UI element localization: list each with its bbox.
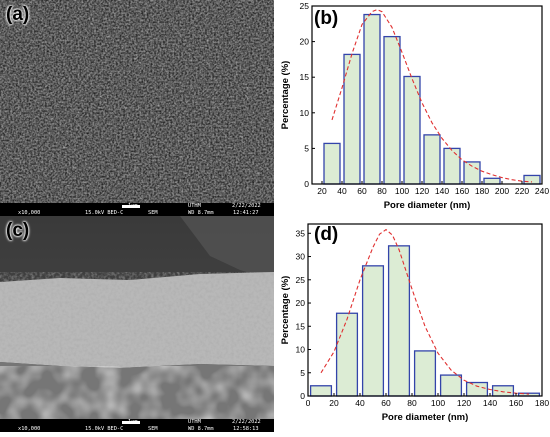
- histogram-bar: [443, 147, 461, 185]
- x-tick-label: 60: [357, 186, 367, 196]
- y-axis-label: Percentage (%): [280, 61, 291, 130]
- x-tick-label: 160: [455, 186, 469, 196]
- plot-frame: [311, 5, 543, 185]
- scale-bar: [122, 420, 140, 424]
- x-tick-label: 80: [407, 398, 417, 408]
- x-tick-label: 160: [509, 398, 523, 408]
- x-tick-label: 20: [329, 398, 339, 408]
- y-tick-label: 20: [296, 298, 306, 308]
- working-distance-label: WD 8.7mm: [188, 425, 214, 432]
- histogram-bar: [439, 374, 463, 397]
- working-distance-label: WD 8.7mm: [188, 209, 214, 216]
- sem-info-bar-a: 1μm UTHM 2/22/2022 x10,000 15.0kV BED-C …: [0, 203, 274, 216]
- x-tick-label: 100: [395, 186, 409, 196]
- x-tick-label: 20: [317, 186, 327, 196]
- y-tick-label: 5: [300, 368, 305, 378]
- panel-b: 20 40 60 80 100 120 140 160 180 200 220 240 0 5 10 15 20…: [276, 0, 550, 214]
- x-tick-label: 180: [475, 186, 489, 196]
- x-axis-label: Pore diameter (nm): [382, 412, 469, 423]
- x-tick-label: 80: [377, 186, 387, 196]
- x-tick-label: 0: [306, 398, 311, 408]
- y-tick-label: 15: [300, 72, 310, 82]
- histogram-bar: [523, 174, 541, 185]
- x-tick-label: 200: [495, 186, 509, 196]
- x-tick-label: 60: [381, 398, 391, 408]
- panel-label-a: (a): [6, 4, 30, 25]
- histogram-bar: [387, 245, 411, 397]
- histogram-chart-b: 20 40 60 80 100 120 140 160 180 200 220 240 0 5 10 15 20…: [280, 1, 549, 211]
- x-tick-label: 240: [535, 186, 549, 196]
- histogram-bar: [309, 385, 333, 397]
- x-tick-label: 120: [457, 398, 471, 408]
- x-tick-label: 120: [415, 186, 429, 196]
- histogram-bar: [383, 35, 401, 185]
- sem-image-cross-section: 1μm UTHM 2/22/2022 x10,000 15.0kV BED-C …: [0, 216, 274, 432]
- x-tick-label: 140: [483, 398, 497, 408]
- histogram-bar: [361, 265, 385, 397]
- voltage-label: 15.0kV BED-C: [85, 425, 124, 432]
- y-tick-label: 35: [296, 228, 306, 238]
- y-tick-label: 10: [300, 108, 310, 118]
- x-tick-label: 40: [337, 186, 347, 196]
- sem-info-bar-c: 1μm UTHM 2/22/2022 x10,000 15.0kV BED-C …: [0, 419, 274, 432]
- x-axis-label: Pore diameter (nm): [384, 200, 471, 211]
- sem-surface-texture: [0, 0, 274, 203]
- y-tick-label: 0: [304, 179, 309, 189]
- y-tick-label: 15: [296, 321, 306, 331]
- instrument-label: UTHM: [188, 419, 201, 425]
- y-tick-label: 30: [296, 252, 306, 262]
- magnification-label: x10,000: [18, 209, 41, 216]
- sem-image-top-view: 1μm UTHM 2/22/2022 x10,000 15.0kV BED-C …: [0, 0, 274, 216]
- histogram-bar: [323, 142, 341, 185]
- mode-label: SEM: [148, 209, 158, 216]
- y-tick-label: 25: [300, 1, 310, 11]
- y-axis-label: Percentage (%): [280, 276, 291, 345]
- time-label: 12:41:27: [233, 209, 259, 216]
- histogram-bar: [413, 350, 437, 397]
- time-label: 12:58:13: [233, 425, 259, 432]
- mode-label: SEM: [148, 425, 158, 432]
- sem-cross-section-texture: [0, 216, 274, 419]
- histogram-bar: [483, 177, 501, 185]
- scale-bar: [122, 204, 140, 208]
- x-tick-label: 180: [535, 398, 549, 408]
- x-tick-label: 100: [431, 398, 445, 408]
- histogram-bar: [423, 134, 441, 185]
- date-label: 2/22/2022: [232, 203, 261, 209]
- panel-label-c: (c): [6, 220, 30, 241]
- y-tick-label: 20: [300, 37, 310, 47]
- histogram-bar: [465, 381, 489, 397]
- date-label: 2/22/2022: [232, 419, 261, 425]
- histogram-bar: [463, 161, 481, 185]
- panel-label-d: (d): [314, 224, 339, 245]
- histogram-bar: [363, 13, 381, 185]
- y-tick-label: 10: [296, 345, 306, 355]
- voltage-label: 15.0kV BED-C: [85, 209, 124, 216]
- panel-label-b: (b): [314, 8, 339, 29]
- histogram-bar: [335, 312, 359, 397]
- magnification-label: x10,000: [18, 425, 41, 432]
- y-tick-label: 0: [300, 391, 305, 401]
- y-tick-label: 25: [296, 275, 306, 285]
- fit-curve: [320, 228, 530, 395]
- y-tick-label: 5: [304, 143, 309, 153]
- x-tick-label: 40: [355, 398, 365, 408]
- x-tick-label: 140: [435, 186, 449, 196]
- histogram-chart-d: 0 20 40 60 80 100 120 140 160 180 0 5 10 15 20 25 30 35 Po…: [280, 223, 549, 423]
- instrument-label: UTHM: [188, 203, 201, 209]
- plot-frame: [307, 223, 543, 397]
- x-tick-label: 220: [515, 186, 529, 196]
- panel-d: 0 20 40 60 80 100 120 140 160 180 0 5 10 15 20 25 30 35 Po…: [276, 218, 550, 432]
